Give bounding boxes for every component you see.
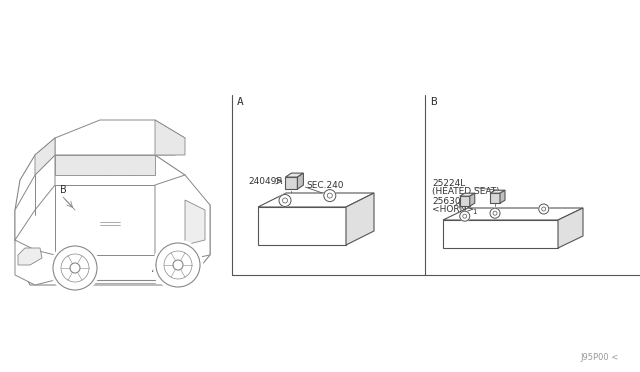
Polygon shape xyxy=(285,177,298,189)
Polygon shape xyxy=(460,196,470,206)
Polygon shape xyxy=(155,120,185,155)
Polygon shape xyxy=(443,220,558,248)
Polygon shape xyxy=(490,193,500,203)
Circle shape xyxy=(279,195,291,206)
Text: J95P00 <: J95P00 < xyxy=(580,353,618,362)
Text: B: B xyxy=(60,185,67,195)
Polygon shape xyxy=(298,173,303,189)
Text: 24049R: 24049R xyxy=(248,177,283,186)
Text: A: A xyxy=(152,264,159,274)
Circle shape xyxy=(324,190,336,202)
Circle shape xyxy=(53,246,97,290)
Text: 25224L: 25224L xyxy=(432,179,465,188)
Polygon shape xyxy=(18,248,42,265)
Polygon shape xyxy=(500,190,505,203)
Text: <HORN>: <HORN> xyxy=(432,205,474,214)
Polygon shape xyxy=(460,193,475,196)
Polygon shape xyxy=(185,200,205,245)
Polygon shape xyxy=(35,138,55,175)
Polygon shape xyxy=(55,120,185,155)
Polygon shape xyxy=(55,155,155,175)
Text: B: B xyxy=(430,97,436,107)
Polygon shape xyxy=(490,190,505,193)
Text: SEC.240: SEC.240 xyxy=(307,180,344,190)
Polygon shape xyxy=(15,240,55,285)
Polygon shape xyxy=(258,207,346,245)
Circle shape xyxy=(460,211,470,221)
Polygon shape xyxy=(15,155,55,240)
Polygon shape xyxy=(155,175,210,260)
Text: (HEATED SEAT): (HEATED SEAT) xyxy=(432,187,500,196)
Polygon shape xyxy=(558,208,583,248)
Polygon shape xyxy=(443,208,583,220)
Polygon shape xyxy=(285,173,303,177)
Text: 1: 1 xyxy=(472,209,476,215)
Polygon shape xyxy=(346,193,374,245)
Circle shape xyxy=(156,243,200,287)
Text: 25630: 25630 xyxy=(432,197,461,206)
Text: A: A xyxy=(237,97,244,107)
Circle shape xyxy=(539,204,548,214)
Polygon shape xyxy=(15,138,210,285)
Circle shape xyxy=(490,208,500,218)
Polygon shape xyxy=(55,185,155,255)
Polygon shape xyxy=(258,193,374,207)
Polygon shape xyxy=(470,193,475,206)
